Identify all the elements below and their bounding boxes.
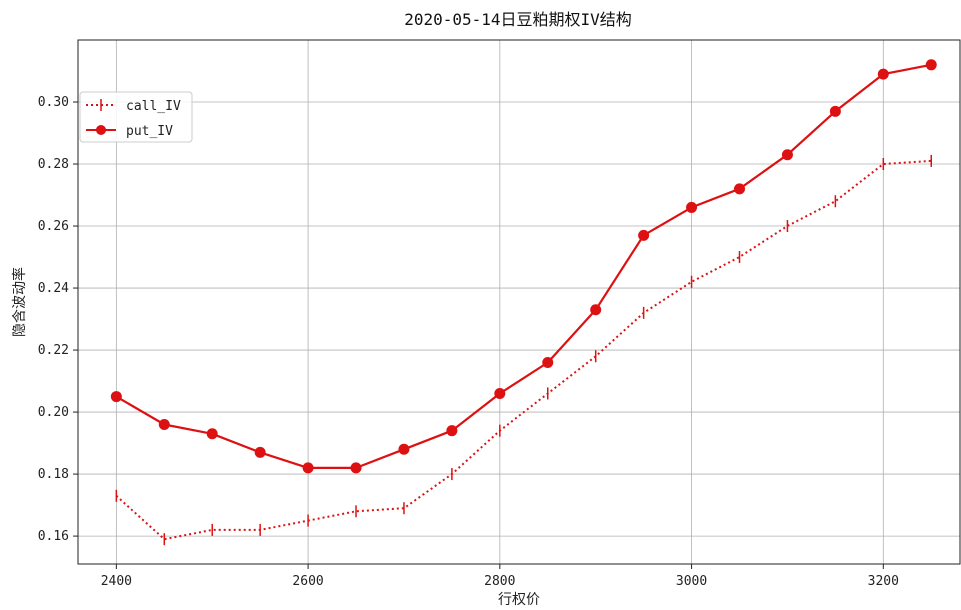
plot-area-frame	[77, 39, 961, 565]
put_IV-point	[158, 418, 170, 430]
put_IV-point	[686, 201, 698, 213]
y-tick-label: 0.20	[38, 405, 69, 420]
y-tick-label: 0.24	[38, 281, 69, 296]
x-tick-label: 3200	[868, 574, 899, 589]
legend-put-marker	[96, 125, 106, 135]
x-axis-ticks: 2400 2600 2800 3000 3200	[101, 564, 899, 589]
y-tick-label: 0.16	[38, 529, 69, 544]
legend-put-label: put_IV	[126, 124, 173, 139]
put_IV-line	[115, 63, 932, 469]
put_IV-point	[494, 387, 506, 399]
put_IV-point	[446, 425, 458, 437]
put_IV-point	[590, 304, 602, 316]
call_IV-line	[115, 159, 932, 541]
put_IV-point	[829, 105, 841, 117]
y-tick-label: 0.30	[38, 95, 69, 110]
x-axis-title: 行权价	[498, 592, 540, 608]
put_IV-point	[110, 391, 122, 403]
y-axis-ticks: 0.16 0.18 0.20 0.22 0.24 0.26 0.28 0.30	[38, 95, 78, 544]
y-tick-label: 0.18	[38, 467, 69, 482]
y-tick-label: 0.26	[38, 219, 69, 234]
put_IV-point	[877, 68, 889, 80]
legend-call-label: call_IV	[126, 99, 181, 114]
series	[110, 59, 937, 546]
put_IV-point	[925, 59, 937, 71]
put_IV-point	[542, 356, 554, 368]
grid	[78, 40, 960, 564]
chart-title: 2020-05-14日豆粕期权IV结构	[404, 10, 632, 29]
y-tick-label: 0.28	[38, 157, 69, 172]
put_IV-point	[781, 149, 793, 161]
y-tick-label: 0.22	[38, 343, 69, 358]
put_IV-point	[350, 462, 362, 474]
put_IV-point	[638, 229, 650, 241]
y-axis-title: 隐含波动率	[11, 267, 28, 337]
x-tick-label: 2600	[292, 574, 323, 589]
x-tick-label: 2800	[484, 574, 515, 589]
put_IV-point	[206, 428, 218, 440]
put_IV-point	[398, 443, 410, 455]
x-tick-label: 3000	[676, 574, 707, 589]
x-tick-label: 2400	[101, 574, 132, 589]
put_IV-point	[254, 446, 266, 458]
put_IV-point	[302, 462, 314, 474]
put_IV-point	[734, 183, 745, 195]
legend: call_IV put_IV	[79, 91, 193, 143]
